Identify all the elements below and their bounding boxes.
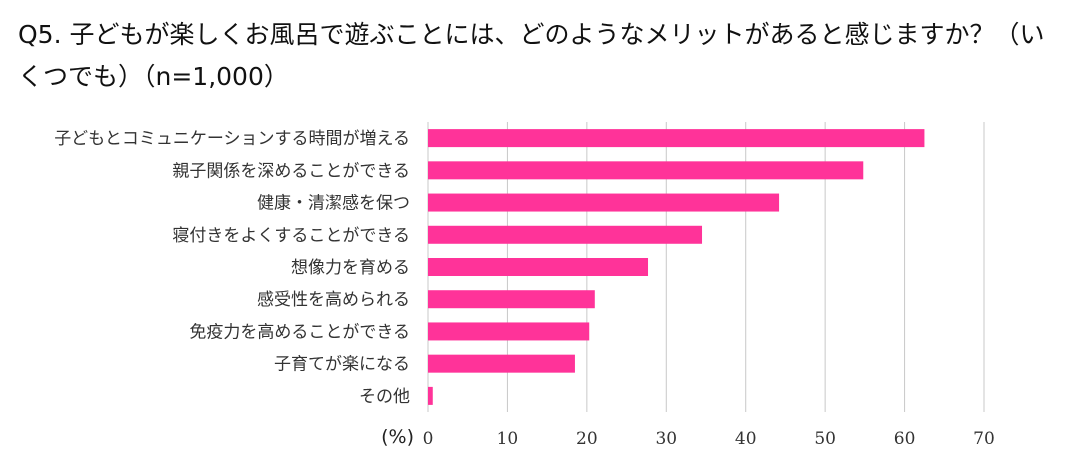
category-label: 寝付きをよくすることができる <box>172 225 410 246</box>
category-label: 子育てが楽になる <box>274 355 410 375</box>
x-tick-label: 60 <box>894 429 916 449</box>
category-label: 想像力を育める <box>291 258 410 278</box>
category-label: 子どもとコミュニケーションする時間が増える <box>54 129 410 149</box>
x-axis-ticks: 0 10 20 30 40 50 60 70 <box>423 429 995 449</box>
category-labels: 子どもとコミュニケーションする時間が増える親子関係を深めることができる健康・清潔… <box>54 129 410 407</box>
bars <box>428 129 925 405</box>
x-tick-label: 10 <box>497 429 519 449</box>
x-tick-label: 30 <box>655 429 677 449</box>
x-tick-label: 50 <box>814 429 836 449</box>
bar-7 <box>428 322 590 341</box>
bar-4 <box>428 225 703 244</box>
category-label: 免疫力を高めることができる <box>189 322 410 342</box>
category-label: 親子関係を深めることができる <box>172 161 410 181</box>
bar-2 <box>428 161 864 180</box>
bar-1 <box>428 129 925 148</box>
bar-8 <box>428 354 575 373</box>
category-label: 感受性を高められる <box>257 290 410 310</box>
category-label: 健康・清潔感を保つ <box>257 194 410 214</box>
bar-9 <box>428 386 433 405</box>
x-tick-label: 0 <box>423 429 434 449</box>
bar-3 <box>428 193 780 212</box>
bar-6 <box>428 290 595 309</box>
x-axis-unit-label: (%) <box>381 426 414 448</box>
category-label: その他 <box>359 387 410 407</box>
x-tick-label: 70 <box>973 429 995 449</box>
bar-5 <box>428 258 649 276</box>
chart-title: Q5. 子どもが楽しくお風呂で遊ぶことには、どのようなメリットがあると感じますか… <box>18 20 1045 91</box>
x-tick-label: 40 <box>735 429 757 449</box>
x-tick-label: 20 <box>576 429 598 449</box>
